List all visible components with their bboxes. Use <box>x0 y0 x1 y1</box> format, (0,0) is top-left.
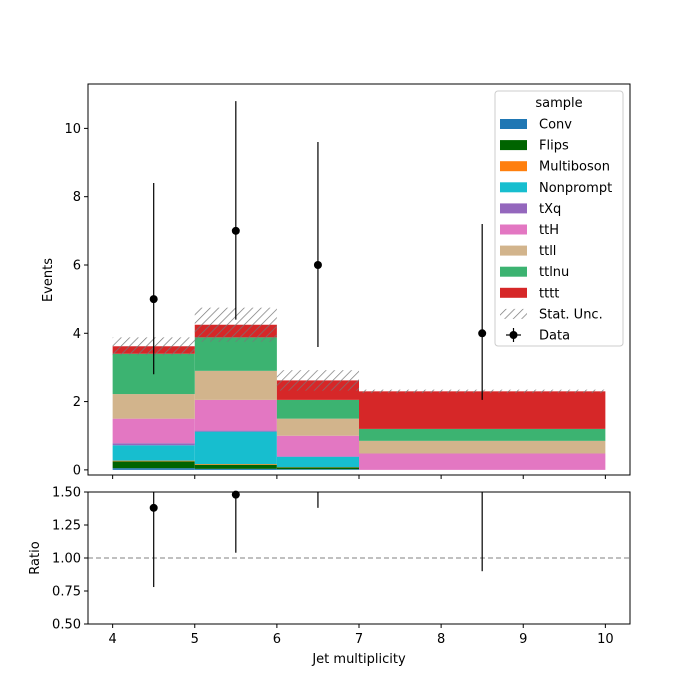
ratio-points <box>149 490 483 588</box>
x-tick-label-3: 7 <box>355 632 363 647</box>
x-tick-label-2: 6 <box>273 632 281 647</box>
legend-label-flips: Flips <box>539 139 569 154</box>
stat-unc-band-bin-2 <box>276 370 359 391</box>
bar-ttll-bin-0 <box>112 394 195 419</box>
y-axis-label: Events <box>41 258 56 302</box>
bar-flips-bin-0 <box>112 461 195 469</box>
legend-title: sample <box>535 96 582 111</box>
bar-tth-bin-2 <box>276 435 359 457</box>
bar-conv-bin-1 <box>194 468 277 470</box>
bar-txq-bin-2 <box>276 456 359 457</box>
ratio-x-ticks: 4 5 6 7 8 9 10 <box>108 624 614 647</box>
bar-tth-bin-3 <box>359 453 606 470</box>
main-y-tick-label-5: 10 <box>64 122 81 137</box>
main-y-tick-label-0: 0 <box>73 463 81 478</box>
x-tick-label-4: 8 <box>437 632 445 647</box>
legend-swatch-stat-unc <box>500 308 527 319</box>
bar-tth-bin-0 <box>112 418 195 444</box>
data-point-3 <box>478 329 487 338</box>
legend-label-ttlnu: ttlnu <box>539 265 569 280</box>
ratio-y-tick-label-2: 1.00 <box>52 552 81 567</box>
data-point-2 <box>313 260 322 269</box>
legend-swatch-ttlnu <box>500 266 527 277</box>
legend-swatch-nonprompt <box>500 182 527 193</box>
legend-data-marker <box>509 331 518 339</box>
legend-swatch-tttt <box>500 287 527 298</box>
data-point-0 <box>149 295 158 304</box>
bar-nonprompt-bin-0 <box>112 445 195 461</box>
bar-nonprompt-bin-1 <box>194 431 277 465</box>
legend-label-multiboson: Multiboson <box>539 160 610 175</box>
ratio-plot: 0.50 0.75 1.00 1.25 1.50 4 5 6 7 8 9 10 Ratio Jet … <box>28 486 631 667</box>
legend-swatch-conv <box>500 119 527 129</box>
main-y-tick-label-1: 2 <box>73 395 81 410</box>
bar-ttll-bin-1 <box>194 370 277 400</box>
x-tick-label-6: 10 <box>597 632 614 647</box>
bar-nonprompt-bin-2 <box>276 456 359 468</box>
legend-swatch-flips <box>500 140 527 151</box>
ratio-y-tick-label-0: 0.50 <box>52 618 81 633</box>
main-y-tick-label-3: 6 <box>73 258 81 273</box>
bar-flips-bin-1 <box>194 464 277 469</box>
bar-ttlnu-bin-2 <box>276 399 359 419</box>
ratio-point-1 <box>231 490 240 499</box>
bar-conv-bin-2 <box>276 469 359 470</box>
bar-txq-bin-1 <box>194 430 277 432</box>
legend-label-conv: Conv <box>539 118 572 133</box>
legend-label-stat-unc: Stat. Unc. <box>539 307 603 322</box>
legend-swatch-tth <box>500 224 527 235</box>
bar-ttlnu-bin-1 <box>194 337 277 371</box>
bar-ttlnu-bin-3 <box>359 428 606 441</box>
legend-label-tttt: tttt <box>539 286 559 301</box>
main-y-ticks: 0 2 4 6 8 10 <box>64 122 88 478</box>
bar-ttll-bin-2 <box>276 418 359 436</box>
x-tick-label-5: 9 <box>519 632 527 647</box>
bar-txq-bin-0 <box>112 443 195 446</box>
ratio-y-tick-label-1: 0.75 <box>52 585 81 600</box>
ratio-y-tick-label-3: 1.25 <box>52 519 81 534</box>
x-axis-label: Jet multiplicity <box>311 652 406 667</box>
legend-swatch-multiboson <box>500 161 527 172</box>
bar-multiboson-bin-0 <box>112 460 195 462</box>
legend: sample Conv Flips Multiboson Nonprompt tXq tt… <box>494 90 624 347</box>
ratio-point-0 <box>149 503 158 512</box>
ratio-y-ticks: 0.50 0.75 1.00 1.25 1.50 <box>52 486 88 633</box>
bar-tth-bin-1 <box>194 399 277 431</box>
legend-label-tth: ttH <box>539 223 559 238</box>
legend-swatch-txq <box>500 203 527 214</box>
legend-label-ttll: ttll <box>539 244 556 259</box>
legend-label-txq: tXq <box>539 202 561 217</box>
legend-frame <box>494 90 624 347</box>
data-points <box>149 101 487 400</box>
main-plot: 0 2 4 6 8 10 Events <box>41 83 631 479</box>
bar-ttll-bin-3 <box>359 440 606 454</box>
legend-label-data: Data <box>539 329 570 344</box>
legend-label-nonprompt: Nonprompt <box>539 181 612 196</box>
bar-conv-bin-0 <box>112 468 195 470</box>
x-tick-label-1: 5 <box>191 632 199 647</box>
bar-flips-bin-2 <box>276 467 359 470</box>
main-x-ticks <box>112 475 606 479</box>
x-tick-label-0: 4 <box>108 632 116 647</box>
ratio-y-tick-label-4: 1.50 <box>52 486 81 501</box>
legend-swatch-ttll <box>500 245 527 256</box>
main-y-tick-label-4: 8 <box>73 190 81 205</box>
bar-multiboson-bin-1 <box>194 464 277 465</box>
data-point-1 <box>231 226 240 235</box>
main-y-tick-label-2: 4 <box>73 327 81 342</box>
legend-items: Conv Flips Multiboson Nonprompt tXq ttH ttll tt… <box>500 118 612 344</box>
ratio-y-axis-label: Ratio <box>28 541 43 574</box>
